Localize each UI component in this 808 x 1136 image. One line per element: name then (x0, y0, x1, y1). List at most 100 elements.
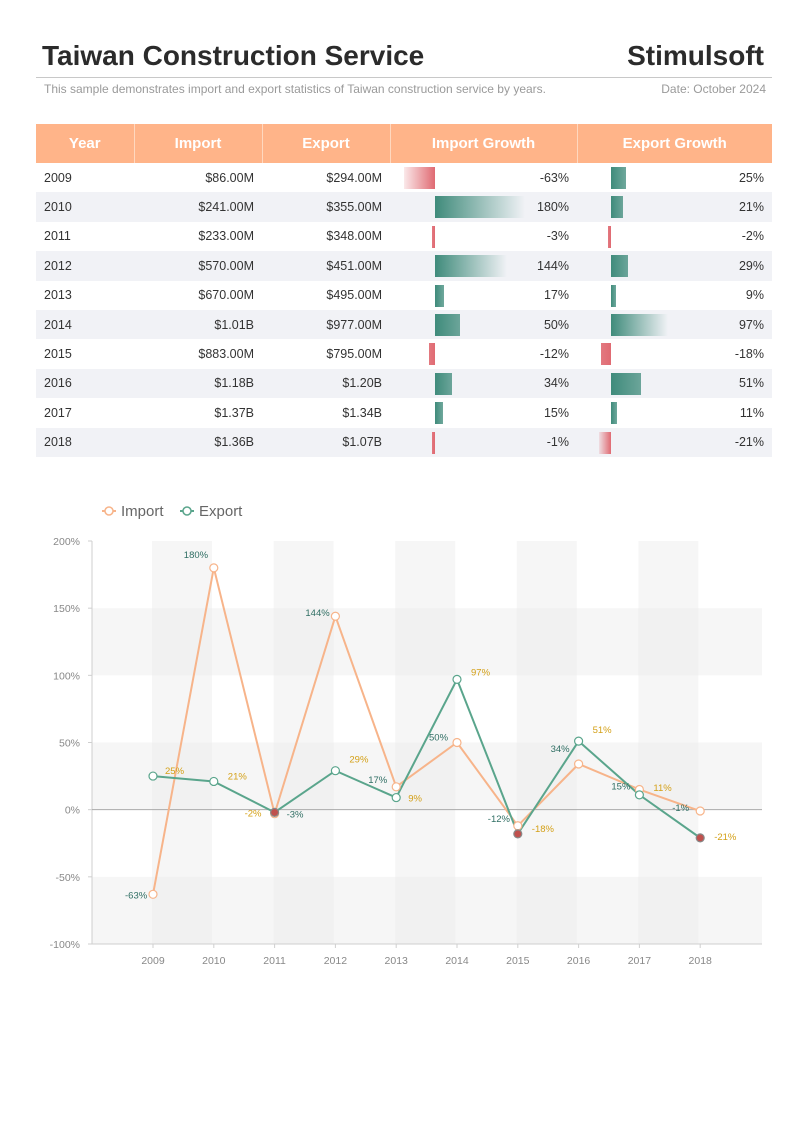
data-label: 29% (349, 755, 369, 766)
growth-value: -3% (546, 229, 569, 244)
cell-year: 2013 (44, 288, 72, 303)
positive-growth-bar (611, 402, 618, 425)
cell-year: 2011 (44, 229, 71, 244)
cell-export: $977.00M (262, 309, 390, 340)
cell-import: $1.37B (214, 405, 254, 420)
cell-import: $570.00M (134, 251, 262, 281)
series-line-export (152, 676, 701, 839)
plot-column-band (273, 541, 334, 944)
growth-value: 144% (537, 258, 569, 273)
data-label: 17% (368, 775, 388, 786)
data-label: 180% (184, 550, 209, 561)
plot-band (92, 742, 762, 810)
cell-export-growth: 29% (577, 251, 772, 281)
table-row: 2016 $1.18B $1.20B 34% 51% (36, 368, 772, 399)
x-tick-label: 2009 (141, 955, 165, 967)
negative-growth-bar (429, 343, 435, 366)
data-point (330, 611, 340, 621)
cell-export: $1.20B (262, 368, 390, 399)
data-point (513, 829, 523, 839)
cell-year: 2014 (36, 309, 134, 340)
growth-value: 29% (738, 258, 764, 273)
table-row: 2017 $1.37B $1.34B 15% 11% (36, 398, 772, 427)
cell-export: $294.00M (326, 170, 382, 185)
data-point (391, 792, 401, 803)
data-point (573, 736, 584, 746)
column-header-import-growth: Import Growth (390, 124, 578, 163)
cell-import-growth: -63% (390, 163, 577, 192)
negative-growth-bar (432, 431, 435, 454)
growth-line-chart: -100% -50% 0% 50% 100% 150% 200% 2009 2010 2011 20… (50, 503, 762, 967)
positive-growth-bar (435, 402, 443, 425)
data-point (695, 833, 705, 843)
plot-column-band (638, 541, 699, 944)
cell-export: $495.00M (326, 288, 382, 303)
positive-growth-bar (435, 196, 525, 219)
report-title: Taiwan Construction Service (42, 40, 425, 71)
cell-year: 2010 (36, 192, 134, 222)
data-point (209, 563, 219, 573)
data-point (452, 737, 462, 748)
table-row: 2012 $570.00M $451.00M 144% 29% (36, 251, 772, 281)
cell-year: 2009 (44, 170, 72, 185)
data-point (391, 782, 401, 792)
positive-growth-bar (611, 313, 668, 336)
report-subtitle: This sample demonstrates import and expo… (44, 82, 546, 96)
x-tick-label: 2018 (689, 955, 713, 967)
growth-value: 25% (738, 170, 764, 185)
y-tick-label: 150% (53, 603, 80, 615)
data-point (330, 766, 340, 776)
x-tick-label: 2017 (628, 955, 652, 967)
growth-value: -63% (539, 170, 569, 185)
cell-export: $451.00M (262, 251, 390, 281)
table-row: 2015 $883.00M $795.00M -12% -18% (36, 339, 772, 368)
data-label: -1% (672, 803, 689, 814)
cell-export-growth: 51% (577, 368, 772, 399)
cell-import-growth: 15% (390, 398, 577, 427)
cell-year: 2015 (44, 347, 72, 362)
cell-import: $1.18B (134, 368, 262, 399)
cell-import-growth: 144% (390, 251, 577, 281)
cell-import-growth: 17% (390, 281, 577, 310)
data-label: -12% (488, 814, 511, 825)
data-label: 144% (305, 608, 330, 619)
growth-value: 15% (543, 405, 569, 420)
growth-value: -1% (546, 435, 569, 450)
data-label: 9% (408, 794, 422, 805)
x-tick-label: 2013 (385, 955, 409, 967)
growth-value: -18% (734, 347, 764, 362)
column-header-year: Year (36, 124, 135, 163)
cell-import-growth: -3% (390, 222, 577, 251)
cell-export: $348.00M (326, 229, 382, 244)
y-tick-label: -50% (55, 872, 80, 884)
plot-band (92, 876, 762, 944)
cell-export: $1.34B (342, 405, 382, 420)
data-point (148, 771, 158, 781)
cell-import: $241.00M (134, 192, 262, 222)
cell-export-growth: 11% (577, 398, 772, 427)
report-date: Date: October 2024 (661, 82, 766, 96)
data-point (513, 821, 523, 831)
positive-growth-bar (611, 255, 628, 278)
growth-value: 17% (543, 288, 569, 303)
x-tick-label: 2011 (263, 955, 286, 967)
growth-value: 51% (738, 376, 764, 391)
y-tick-label: 0% (65, 805, 80, 817)
legend-item-export: Export (180, 503, 243, 520)
series-line-import (152, 567, 701, 895)
cell-export: $1.07B (262, 427, 390, 457)
negative-growth-bar (600, 343, 611, 366)
cell-export: $355.00M (262, 192, 390, 222)
cell-import: $233.00M (198, 229, 254, 244)
column-header-export: Export (262, 124, 391, 163)
cell-year: 2017 (44, 405, 72, 420)
cell-import: $1.36B (134, 427, 262, 457)
positive-growth-bar (611, 284, 617, 307)
x-tick-label: 2010 (202, 955, 226, 967)
table-row: 2013 $670.00M $495.00M 17% 9% (36, 281, 772, 310)
negative-growth-bar (598, 431, 611, 454)
cell-year: 2016 (36, 368, 134, 399)
data-label: 97% (471, 667, 491, 678)
cell-export-growth: 9% (577, 281, 772, 310)
cell-import-growth: 180% (390, 192, 577, 222)
